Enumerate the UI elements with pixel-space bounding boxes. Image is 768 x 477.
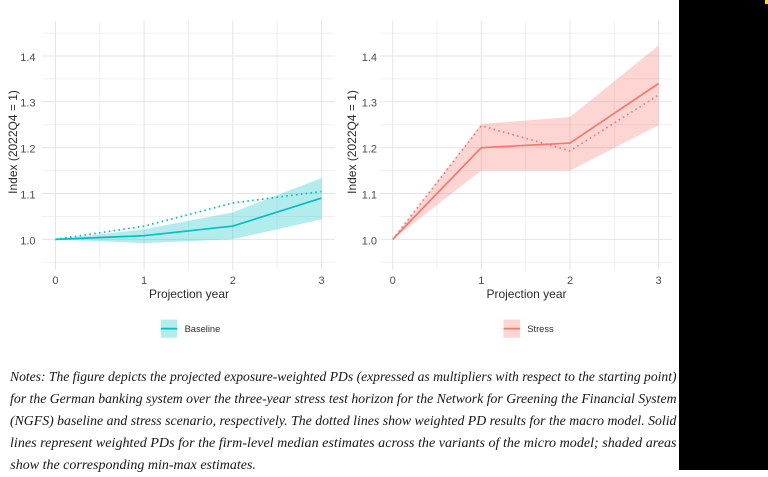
svg-text:0: 0 [390, 275, 396, 287]
svg-text:3: 3 [656, 275, 662, 287]
svg-text:1.2: 1.2 [20, 144, 35, 156]
svg-text:1.3: 1.3 [362, 98, 377, 110]
svg-text:1.4: 1.4 [362, 52, 377, 64]
svg-text:1.0: 1.0 [362, 235, 377, 247]
svg-text:Index (2022Q4 = 1): Index (2022Q4 = 1) [6, 90, 20, 194]
svg-text:1: 1 [478, 275, 484, 287]
svg-text:2: 2 [567, 275, 573, 287]
svg-text:Projection year: Projection year [149, 287, 229, 301]
svg-text:Baseline: Baseline [185, 324, 221, 334]
svg-text:1.0: 1.0 [20, 235, 35, 247]
svg-text:1.1: 1.1 [20, 189, 35, 201]
svg-text:1.2: 1.2 [362, 144, 377, 156]
svg-text:0: 0 [52, 275, 58, 287]
svg-text:2: 2 [230, 275, 236, 287]
svg-text:1.3: 1.3 [20, 98, 35, 110]
svg-text:Stress: Stress [527, 324, 554, 334]
svg-text:3: 3 [318, 275, 324, 287]
svg-text:Projection year: Projection year [486, 287, 566, 301]
svg-text:Index (2022Q4 = 1): Index (2022Q4 = 1) [345, 90, 359, 194]
svg-text:1.1: 1.1 [362, 189, 377, 201]
svg-text:1: 1 [141, 275, 147, 287]
svg-text:1.4: 1.4 [20, 52, 35, 64]
